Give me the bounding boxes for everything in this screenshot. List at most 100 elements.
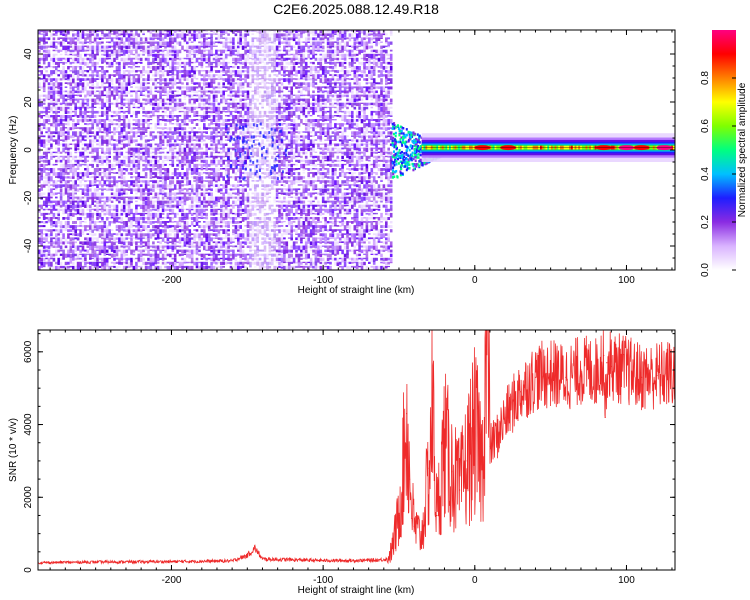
spectrogram-cell [251, 204, 255, 210]
spectrogram-cell [86, 119, 90, 122]
spectrogram-cell [105, 176, 109, 180]
spectrogram-cell [130, 221, 133, 226]
spectrogram-cell [232, 192, 235, 195]
spectrogram-cell [57, 139, 60, 145]
spectrogram-cell [64, 127, 68, 129]
spectrogram-cell [203, 139, 206, 142]
spectrogram-cell [62, 66, 65, 71]
spectrogram-cell [108, 229, 111, 234]
spectrogram-cell [69, 249, 73, 253]
spectrogram-cell [74, 86, 77, 88]
spectrogram-cell [142, 163, 145, 167]
spectrogram-cell [210, 49, 213, 55]
spectrogram-cell [232, 249, 235, 254]
spectrogram-cell [152, 33, 155, 37]
spectrogram-cell [105, 229, 109, 234]
spectrogram-cell [171, 127, 175, 129]
spectrogram-cell [125, 257, 128, 262]
spectrogram-cell [254, 253, 257, 258]
spectrogram-cell [183, 237, 187, 242]
spectrogram-cell [93, 221, 97, 226]
spectrogram-cell [212, 119, 216, 122]
spectrogram-cell [220, 176, 223, 178]
spectrogram-cell [84, 180, 87, 183]
spectrogram-cell [215, 53, 218, 59]
spectrogram-cell [229, 106, 233, 108]
spectrogram-cell [190, 261, 194, 264]
spectrogram-cell [127, 237, 131, 240]
spectrogram-cell [137, 33, 141, 38]
spectrogram-cell [59, 204, 63, 208]
spectrogram-cell [52, 192, 56, 196]
spectrogram-cell [200, 41, 204, 45]
spectrogram-cell [139, 257, 143, 262]
spectrogram-cell [261, 188, 264, 190]
spectrogram-cell [186, 217, 189, 220]
spectrogram-cell [268, 200, 272, 203]
spectrogram-cell [67, 180, 70, 184]
spectrogram-cell [176, 249, 179, 254]
spectrogram-cell [42, 200, 46, 205]
spectrogram-cell [159, 163, 162, 168]
spectrogram-cell [215, 159, 218, 162]
spectrogram-cell [52, 57, 56, 63]
spectrogram-cell [98, 123, 102, 125]
spectrogram-cell [244, 241, 247, 245]
spectrogram-cell [57, 123, 60, 127]
spectrogram-cell [50, 204, 53, 208]
spectrogram-cell [72, 225, 75, 230]
spectrogram-cell [96, 147, 99, 152]
spectrogram-cell [98, 196, 102, 202]
spectrogram-cell [69, 225, 73, 229]
spectrogram-cell [62, 94, 65, 99]
spectrogram-cell [224, 163, 228, 168]
spectrogram-cell [45, 74, 48, 77]
spectrogram-cell [50, 253, 53, 258]
spectrogram-cell [55, 172, 58, 177]
spectrogram-cell [212, 208, 216, 213]
spectrogram-cell [125, 192, 128, 195]
spectrogram-cell [244, 196, 247, 201]
spectrogram-cell [72, 110, 75, 113]
spectrogram-cell [266, 86, 269, 90]
spectrogram-cell [154, 168, 158, 171]
spectrogram-cell [220, 41, 223, 44]
spectrogram-cell [69, 53, 73, 56]
spectrogram-cell [130, 265, 133, 268]
spectrogram-cell [59, 188, 63, 193]
spectrogram-cell [156, 221, 160, 224]
spectrogram-cell [224, 119, 228, 123]
spectrogram-cell [171, 261, 175, 267]
spectrogram-cell [137, 172, 141, 177]
spectrogram-cell [222, 257, 225, 262]
spectrogram-cell [64, 253, 68, 258]
spectrogram-cell [210, 119, 213, 124]
spectrogram-cell [149, 172, 153, 176]
spectrogram-cell [178, 66, 182, 68]
spectrogram-cell [79, 53, 82, 59]
spectrogram-cell [190, 172, 194, 175]
spectrogram-cell [215, 131, 218, 136]
spectrogram-cell [59, 184, 63, 188]
spectrogram-cell [137, 143, 141, 146]
spectrogram-cell [91, 143, 94, 149]
spectrogram-cell [237, 180, 240, 183]
spectrogram-cell [220, 241, 223, 245]
spectrogram-cell [67, 57, 70, 63]
spectrogram-cell [147, 233, 150, 238]
spectrogram-cell [164, 192, 167, 197]
spectrogram-cell [142, 37, 145, 39]
spectrogram-cell [241, 123, 245, 128]
spectrogram-cell [93, 123, 97, 125]
spectrogram-cell [72, 208, 75, 211]
spectrogram-cell [93, 110, 97, 114]
spectrogram-cell [91, 147, 94, 153]
spectrogram-cell [186, 225, 189, 230]
spectrogram-cell [193, 119, 196, 122]
spectrogram-cell [69, 127, 73, 131]
spectrogram-cell [210, 168, 213, 171]
spectrogram-cell [96, 208, 99, 213]
spectrogram-cell [256, 261, 259, 266]
spectrogram-cell [183, 217, 187, 221]
spectrogram-cell [110, 74, 114, 77]
